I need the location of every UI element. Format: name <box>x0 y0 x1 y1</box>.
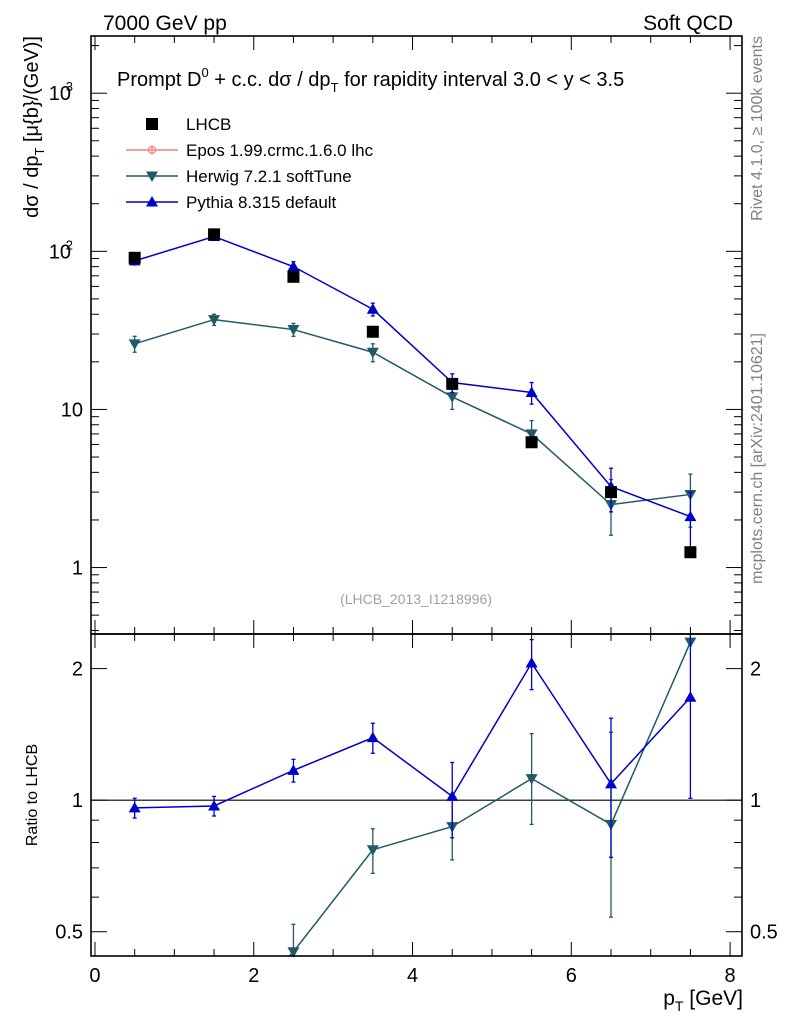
chart-title: Prompt D0 + c.c. dσ / dpT for rapidity i… <box>117 65 624 95</box>
main-ytick-label: 1 <box>72 558 83 580</box>
point-pythia-3 <box>366 731 379 743</box>
legend-label-lhcb: LHCB <box>186 115 231 134</box>
ratio-plot-area <box>128 633 697 958</box>
xtick-label: 2 <box>248 965 259 987</box>
point-pythia-7 <box>684 510 697 522</box>
main-plot-area <box>128 228 697 559</box>
point-herwig-5 <box>525 429 538 440</box>
point-lhcb-6 <box>605 486 618 499</box>
point-herwig-1 <box>287 947 300 958</box>
legend-entry-pythia: Pythia 8.315 default <box>126 193 337 212</box>
legend-marker-lhcb <box>146 118 158 130</box>
series-herwig <box>287 637 697 958</box>
point-herwig-2 <box>287 325 300 336</box>
point-lhcb-0 <box>128 251 141 264</box>
xtick-label: 4 <box>407 965 418 987</box>
point-lhcb-4 <box>446 377 459 390</box>
point-lhcb-5 <box>525 436 538 449</box>
point-herwig-1 <box>208 315 221 326</box>
x-axis-label: pT [GeV] <box>663 987 743 1014</box>
ratio-y-label: Ratio to LHCB <box>24 744 41 846</box>
point-pythia-6 <box>605 777 618 789</box>
legend-label-herwig: Herwig 7.2.1 softTune <box>186 167 352 186</box>
main-axis-ticks: 1 10 102 103 <box>49 36 742 634</box>
point-pythia-2 <box>287 260 300 272</box>
point-pythia-4 <box>446 790 459 801</box>
ratio-axis-ticks: 0.5 0.5 1 1 2 2 0 2 4 6 8 <box>55 634 778 987</box>
point-herwig-3 <box>366 347 379 359</box>
ratio-ytick-label: 2 <box>72 659 83 681</box>
main-ytick-label: 102 <box>49 237 73 263</box>
legend-marker-epos <box>147 145 157 155</box>
point-herwig-0 <box>128 339 141 350</box>
point-lhcb-1 <box>208 228 221 241</box>
xtick-label: 0 <box>89 965 100 987</box>
point-lhcb-3 <box>366 325 379 338</box>
series-pythia <box>128 633 697 858</box>
series-pythia <box>128 230 697 556</box>
header-right: Soft QCD <box>643 12 733 35</box>
ratio-ytick-label-right: 1 <box>750 790 761 812</box>
legend-entry-epos: Epos 1.99.crmc.1.6.0 lhc <box>126 141 374 160</box>
main-ytick-label: 10 <box>61 399 83 421</box>
point-pythia-5 <box>525 386 538 397</box>
legend-label-pythia: Pythia 8.315 default <box>186 193 337 212</box>
point-pythia-3 <box>366 303 379 314</box>
main-ytick-label: 103 <box>49 79 73 105</box>
legend-label-epos: Epos 1.99.crmc.1.6.0 lhc <box>186 141 374 160</box>
ratio-ytick-label-right: 2 <box>750 659 761 681</box>
legend-marker-herwig <box>146 171 158 182</box>
point-herwig-2 <box>366 845 379 856</box>
analysis-watermark: (LHCB_2013_I1218996) <box>340 591 492 607</box>
point-pythia-2 <box>287 764 300 775</box>
series-lhcb <box>128 228 697 559</box>
rivet-label: Rivet 4.1.0, ≥ 100k events <box>749 36 766 221</box>
series-line-pythia <box>134 661 691 809</box>
legend-entry-lhcb: LHCB <box>146 115 231 134</box>
legend-entry-herwig: Herwig 7.2.1 softTune <box>126 167 352 186</box>
main-y-label: dσ / dpT [μ{b}/(GeV)] <box>21 36 47 218</box>
ratio-ytick-label: 0.5 <box>55 922 83 944</box>
series-line-pythia <box>134 235 691 518</box>
mcplots-label: mcplots.cern.ch [arXiv:2401.10621] <box>749 333 766 584</box>
point-lhcb-7 <box>684 546 697 559</box>
legend-marker-pythia <box>146 196 158 207</box>
legend: LHCB Epos 1.99.crmc.1.6.0 lhc Herwig 7.2.1… <box>126 115 374 212</box>
series-line-herwig <box>134 318 691 506</box>
xtick-label: 8 <box>725 965 736 987</box>
header-left: 7000 GeV pp <box>103 12 227 35</box>
ratio-ytick-label-right: 0.5 <box>750 922 778 944</box>
ratio-ytick-label: 1 <box>72 790 83 812</box>
point-pythia-5 <box>525 656 538 668</box>
point-lhcb-2 <box>287 270 300 283</box>
xtick-label: 6 <box>566 965 577 987</box>
point-pythia-0 <box>128 801 141 813</box>
point-pythia-1 <box>208 799 221 811</box>
ratio-panel-frame <box>90 633 743 957</box>
point-herwig-4 <box>446 392 459 403</box>
point-herwig-4 <box>525 774 538 785</box>
point-pythia-7 <box>684 691 697 702</box>
